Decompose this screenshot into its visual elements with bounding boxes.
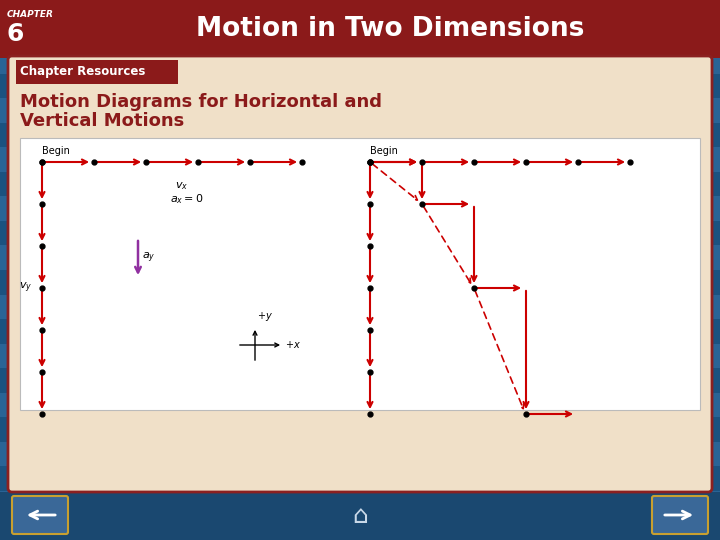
Text: Begin: Begin [370,146,398,156]
Bar [0,147,720,172]
Text: $+x$: $+x$ [285,340,301,350]
Bar [0,221,720,246]
FancyBboxPatch shape [8,56,712,492]
Text: Vertical Motions: Vertical Motions [20,112,184,130]
Text: ⌂: ⌂ [352,504,368,528]
Bar [0,0,720,24]
Bar [0,24,720,49]
Text: $v_y$: $v_y$ [19,281,32,295]
FancyBboxPatch shape [652,496,708,534]
Text: 6: 6 [7,22,24,46]
Bar [0,197,720,221]
Bar [0,123,720,147]
Text: Motion Diagrams for Horizontal and: Motion Diagrams for Horizontal and [20,93,382,111]
Text: $+y$: $+y$ [257,310,273,323]
Bar [0,73,720,98]
Text: Begin: Begin [42,146,70,156]
Bar [0,270,720,294]
Bar [0,0,720,58]
Bar [0,516,720,540]
Bar [0,491,720,516]
Bar [0,98,720,123]
Text: Chapter Resources: Chapter Resources [20,65,145,78]
Bar [0,442,720,467]
Bar [0,246,720,270]
Bar [0,343,720,368]
Bar [0,393,720,417]
Bar [20,138,700,410]
Bar [0,417,720,442]
Text: $a_y$: $a_y$ [142,251,156,265]
Text: CHAPTER: CHAPTER [7,10,54,19]
Bar [0,49,720,73]
Bar [0,492,720,540]
Bar [0,368,720,393]
Text: $v_x$: $v_x$ [175,180,188,192]
Bar [0,172,720,197]
Bar [0,467,720,491]
Text: Motion in Two Dimensions: Motion in Two Dimensions [196,16,584,42]
Bar [0,319,720,343]
Bar [0,294,720,319]
FancyBboxPatch shape [12,496,68,534]
Text: $a_x = 0$: $a_x = 0$ [170,192,204,206]
Bar [16,60,178,84]
